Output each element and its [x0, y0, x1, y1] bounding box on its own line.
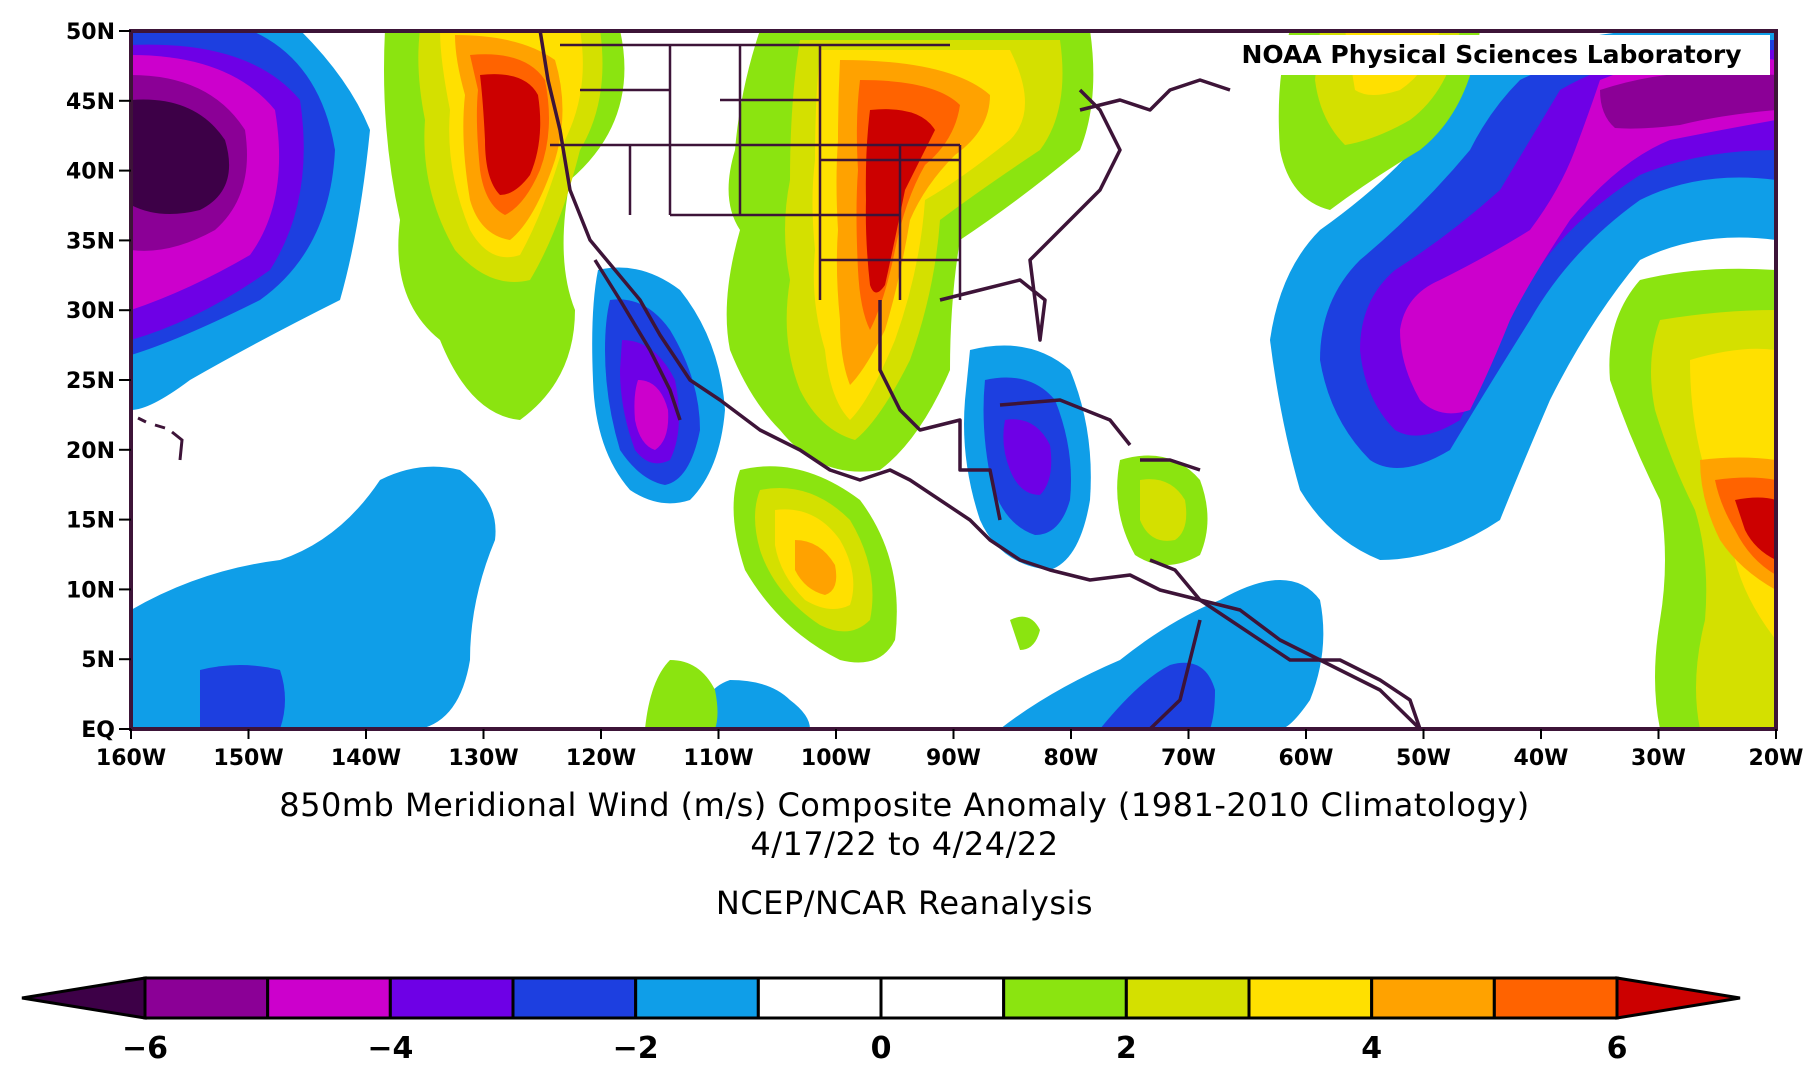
colorbar-swatch — [1492, 976, 1619, 1020]
axis-ticks — [119, 30, 1777, 739]
colorbar-swatch — [388, 976, 515, 1020]
figure-title: 850mb Meridional Wind (m/s) Composite An… — [279, 786, 1530, 824]
lon-label: 30W — [1631, 746, 1686, 771]
colorbar-tick-label: 4 — [1361, 1031, 1382, 1066]
plains-positive-anomaly — [726, 31, 1094, 472]
lat-label: 35N — [66, 229, 115, 254]
cuba — [999, 398, 1132, 447]
credit-label: NOAA Physical Sciences Laboratory — [1213, 35, 1770, 75]
colorbar-tick-label: 6 — [1607, 1031, 1628, 1066]
lat-label: 20N — [66, 439, 115, 464]
colorbar-swatch — [1002, 976, 1128, 1020]
pacific-negative-anomaly — [131, 31, 370, 410]
colorbar — [21, 976, 1741, 1020]
colorbar-swatch — [634, 976, 760, 1020]
lon-label: 110W — [683, 746, 753, 771]
lon-label: 120W — [566, 746, 636, 771]
north-america-coastline — [538, 31, 1422, 729]
lon-label: 160W — [96, 746, 166, 771]
lon-label: 40W — [1514, 746, 1569, 771]
lon-label: 130W — [448, 746, 518, 771]
south-america-coastline — [1149, 558, 1422, 729]
coastlines — [538, 31, 1422, 729]
baja-negative-anomaly — [592, 267, 725, 504]
lon-label: 90W — [926, 746, 981, 771]
figure-source: NCEP/NCAR Reanalysis — [715, 884, 1094, 922]
lat-label: 25N — [66, 369, 115, 394]
longitude-axis: 160W 150W 140W 130W 120W 110W 100W 90W 80W 70W 60W… — [96, 746, 1804, 771]
lon-label: 100W — [801, 746, 871, 771]
baja-peninsula — [593, 259, 682, 421]
colorbar-swatch — [1124, 976, 1251, 1020]
lon-label: 70W — [1161, 746, 1216, 771]
lon-label: 150W — [213, 746, 283, 771]
east-atlantic-positive-anomaly — [1609, 268, 1776, 729]
colorbar-tick-label: 2 — [1116, 1031, 1137, 1066]
lon-label: 20W — [1749, 746, 1804, 771]
colorbar-tick-label: 0 — [871, 1031, 892, 1066]
colorbar-swatch — [143, 976, 270, 1020]
atlantic-negative-anomaly — [1270, 31, 1776, 560]
colorbar-swatch — [511, 976, 638, 1020]
colorbar-swatch — [756, 976, 883, 1020]
hawaii-islands — [137, 416, 184, 461]
south-american-coast-negative-anomaly — [1000, 580, 1324, 729]
lon-label: 50W — [1396, 746, 1451, 771]
us-state-borders — [550, 43, 962, 300]
lon-label: 140W — [331, 746, 401, 771]
lat-label: 5N — [81, 648, 115, 673]
colorbar-tick-label: −4 — [367, 1031, 413, 1066]
lat-label: 50N — [66, 20, 115, 45]
colorbar-min-extension — [21, 976, 147, 1020]
lon-label: 60W — [1279, 746, 1334, 771]
west-coast-positive-anomaly — [384, 31, 625, 420]
lat-label: EQ — [81, 718, 115, 743]
east-pacific-positive-anomaly — [733, 466, 897, 663]
colorbar-max-extension — [1615, 976, 1741, 1020]
figure-date-range: 4/17/22 to 4/24/22 — [750, 825, 1059, 863]
latitude-axis: 50N 45N 40N 35N 30N 25N 20N 15N 10N 5N EQ — [66, 20, 115, 743]
colorbar-swatch — [879, 976, 1006, 1020]
lat-label: 15N — [66, 509, 115, 534]
anomaly-field — [131, 31, 1776, 729]
equatorial-negative-anomaly — [700, 680, 810, 729]
colorbar-tick-label: −2 — [613, 1031, 659, 1066]
colorbar-tick-label: −6 — [122, 1031, 168, 1066]
lat-label: 40N — [66, 160, 115, 185]
colorbar-swatch — [1370, 976, 1496, 1020]
colorbar-swatch — [1247, 976, 1374, 1020]
lat-label: 10N — [66, 578, 115, 603]
lat-label: 30N — [66, 299, 115, 324]
equatorial-positive-anomaly — [645, 660, 718, 729]
subtropical-pacific-negative-anomaly — [131, 466, 496, 729]
colorbar-swatch — [266, 976, 392, 1020]
lon-label: 80W — [1044, 746, 1099, 771]
colorbar-tick-labels: −6 −4 −2 0 2 4 6 — [122, 1031, 1627, 1066]
lat-label: 45N — [66, 90, 115, 115]
